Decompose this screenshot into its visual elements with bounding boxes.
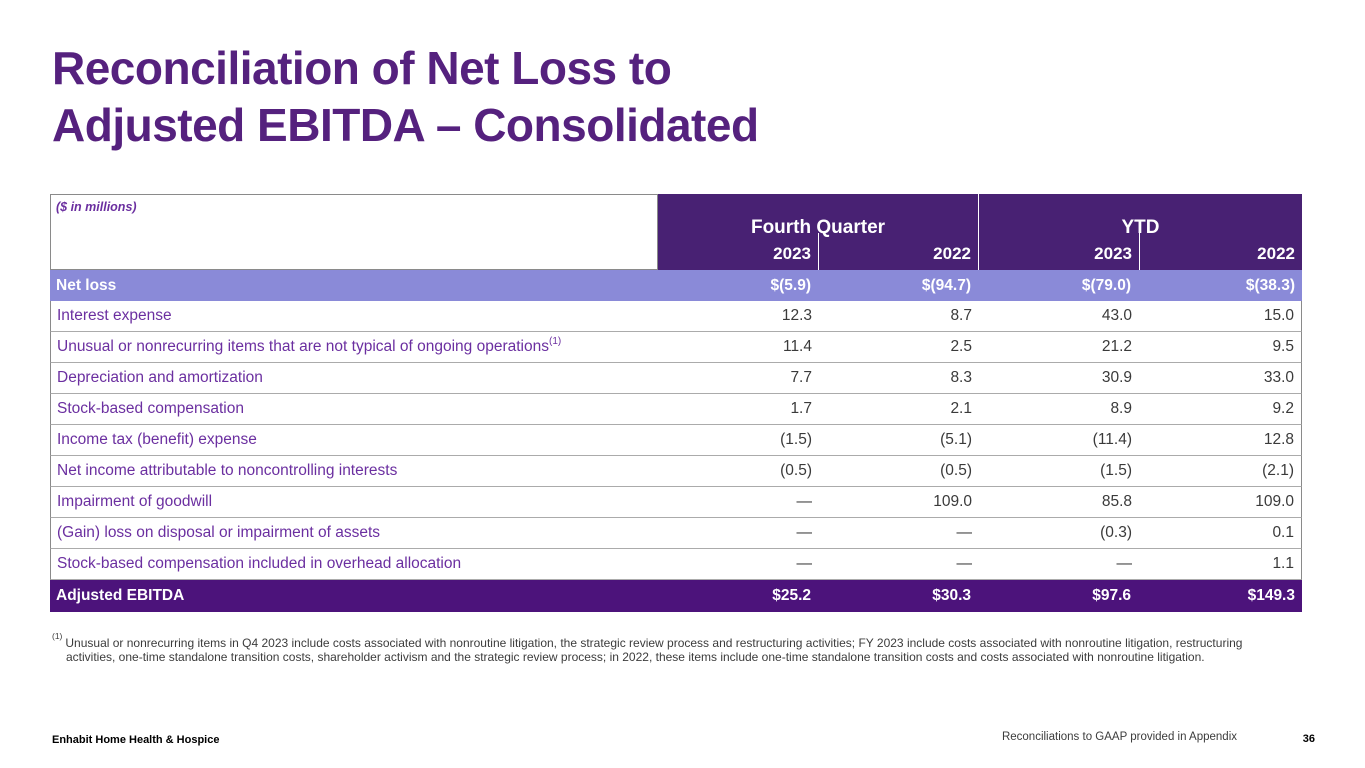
table-row: Depreciation and amortization 7.7 8.3 30… [50,363,1302,394]
row-label: Impairment of goodwill [57,493,213,510]
year-row: 2023 2022 [658,232,978,271]
units-cell: ($ in millions) [50,194,658,270]
cell-value: 8.9 [1110,400,1132,417]
year-header: 2022 [1139,232,1302,271]
cell-value: 109.0 [933,493,972,510]
cell-value: $(5.9) [770,276,812,294]
cell-value: 2.5 [950,338,972,355]
page-number: 36 [1302,733,1315,745]
cell-value: $97.6 [1092,587,1131,604]
row-label: Income tax (benefit) expense [57,431,257,448]
row-label: (Gain) loss on disposal or impairment of… [57,524,381,541]
header-groups: Fourth Quarter 2023 2022 YTD 2023 2022 [658,194,1302,271]
cell-value: 9.5 [1272,338,1294,355]
group-label: YTD [1121,216,1160,238]
cell-value: $25.2 [772,587,811,604]
cell-value: 1.7 [790,400,812,417]
row-label: Interest expense [57,307,172,324]
cell-value: (2.1) [1262,462,1294,479]
group-label: Fourth Quarter [750,216,886,238]
cell-value: 43.0 [1101,307,1132,324]
cell-value: 33.0 [1263,369,1294,386]
cell-value: 1.1 [1272,555,1294,572]
row-label: Net income attributable to noncontrollin… [57,462,398,479]
year-row: 2023 2022 [979,232,1302,271]
table-header: ($ in millions) Fourth Quarter 2023 2022… [50,194,1302,271]
cell-value: — [956,555,973,572]
table-row-net-loss: Net loss $(5.9) $(94.7) $(79.0) $(38.3) [50,270,1302,301]
cell-value: 109.0 [1255,493,1294,510]
cell-value: 7.7 [790,369,812,386]
footnote-marker: (1) [52,630,63,641]
table-row: Income tax (benefit) expense (1.5) (5.1)… [50,425,1302,456]
year-header: 2022 [818,232,978,271]
page-title: Reconciliation of Net Loss to Adjusted EB… [52,40,759,154]
row-label: Stock-based compensation [57,400,244,417]
title-line-2: Adjusted EBITDA – Consolidated [52,99,759,151]
title-line-1: Reconciliation of Net Loss to [52,42,672,94]
footer-gaap-note: Reconciliations to GAAP provided in Appe… [1001,731,1237,743]
row-label: Adjusted EBITDA [56,587,185,604]
cell-value: — [1116,555,1133,572]
cell-value: — [956,524,973,541]
cell-value: $149.3 [1247,587,1295,604]
units-label: ($ in millions) [56,200,137,214]
row-label: Net loss [56,276,117,294]
year-header: 2023 [1094,243,1132,263]
row-label: Unusual or nonrecurring items that are n… [51,336,659,356]
table-row: Stock-based compensation 1.7 2.1 8.9 9.2 [50,394,1302,425]
cell-value: (0.5) [940,462,972,479]
cell-value: — [796,555,813,572]
cell-value: (1.5) [780,431,812,448]
row-label-text: Unusual or nonrecurring items that are n… [57,338,549,356]
footnote: (1)Unusual or nonrecurring items in Q4 2… [52,630,1257,665]
cell-value: 9.2 [1272,400,1294,417]
header-group-fourth-quarter: Fourth Quarter 2023 2022 [658,194,978,271]
cell-value: $(79.0) [1081,276,1131,294]
cell-value: 85.8 [1101,493,1132,510]
row-label: Depreciation and amortization [57,369,263,386]
row-label: Stock-based compensation included in ove… [57,555,462,572]
footnote-text-block: (1)Unusual or nonrecurring items in Q4 2… [52,630,1257,665]
cell-value: — [796,493,813,510]
cell-value: 21.2 [1101,338,1132,355]
table-row: Impairment of goodwill — 109.0 85.8 109.… [50,487,1302,518]
table-row: Stock-based compensation included in ove… [50,549,1302,580]
cell-value: 2.1 [950,400,972,417]
cell-value: (1.5) [1100,462,1132,479]
cell-value: 12.3 [781,307,812,324]
cell-value: 15.0 [1263,307,1294,324]
cell-value: 30.9 [1101,369,1132,386]
header-group-ytd: YTD 2023 2022 [978,194,1302,271]
table-row: Interest expense 12.3 8.7 43.0 15.0 [50,301,1302,332]
cell-value: 8.3 [950,369,972,386]
cell-value: 0.1 [1272,524,1294,541]
cell-value: (5.1) [940,431,972,448]
footnote-text: Unusual or nonrecurring items in Q4 2023… [65,636,1243,664]
table-row: Net income attributable to noncontrollin… [50,456,1302,487]
year-header: 2023 [773,243,811,263]
cell-value: $(38.3) [1245,276,1295,294]
table-row: Unusual or nonrecurring items that are n… [50,332,1302,363]
cell-value: $30.3 [932,587,971,604]
footnote-ref: (1) [548,336,562,348]
table-row-adjusted-ebitda: Adjusted EBITDA $25.2 $30.3 $97.6 $149.3 [50,580,1302,612]
footer-company-name: Enhabit Home Health & Hospice [52,734,220,746]
cell-value: $(94.7) [921,276,971,294]
cell-value: (0.3) [1100,524,1132,541]
cell-value: — [796,524,813,541]
cell-value: 12.8 [1263,431,1294,448]
cell-value: (0.5) [780,462,812,479]
cell-value: 8.7 [950,307,972,324]
cell-value: (11.4) [1092,431,1132,448]
cell-value: 11.4 [782,338,812,355]
reconciliation-table: ($ in millions) Fourth Quarter 2023 2022… [50,194,1302,612]
table-row: (Gain) loss on disposal or impairment of… [50,518,1302,549]
